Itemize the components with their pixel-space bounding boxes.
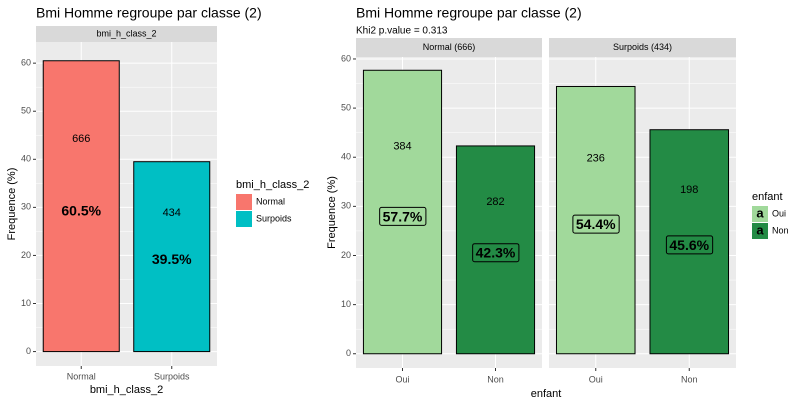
y-tick-label: 0 xyxy=(346,348,351,358)
legend-key xyxy=(236,211,252,227)
strip-label: Surpoids (434) xyxy=(613,42,672,52)
legend-label: Normal xyxy=(256,196,285,206)
y-tick-label: 60 xyxy=(21,58,31,68)
legend-label: Non xyxy=(772,225,789,235)
percent-label: 45.6% xyxy=(669,237,709,253)
bar xyxy=(133,161,211,353)
x-tick-label: Surpoids xyxy=(154,371,190,381)
y-tick-label: 30 xyxy=(341,201,351,211)
y-axis-title: Frequence (%) xyxy=(6,168,18,241)
percent-label: 42.3% xyxy=(476,245,516,261)
y-tick-label: 50 xyxy=(341,102,351,112)
label-box xyxy=(665,235,714,255)
legend-key xyxy=(236,194,252,210)
percent-label: 54.4% xyxy=(576,216,616,232)
count-label: 198 xyxy=(680,184,698,196)
chart-title: Bmi Homme regroupe par classe (2) xyxy=(36,5,262,21)
y-tick-label: 20 xyxy=(21,250,31,260)
strip xyxy=(356,38,542,57)
legend-key-glyph: a xyxy=(756,205,764,220)
percent-label: 57.7% xyxy=(383,208,423,224)
y-tick-label: 40 xyxy=(341,152,351,162)
count-label: 434 xyxy=(163,207,181,219)
legend-key-glyph: a xyxy=(756,222,764,237)
x-tick-label: Oui xyxy=(395,374,409,384)
legend-label: Oui xyxy=(772,208,786,218)
y-tick-label: 40 xyxy=(21,154,31,164)
x-tick-label: Oui xyxy=(589,374,603,384)
percent-label: 60.5% xyxy=(61,203,101,219)
bar xyxy=(555,85,636,355)
x-tick-label: Normal xyxy=(67,371,96,381)
legend-title: enfant xyxy=(752,191,783,203)
chart-title: Bmi Homme regroupe par classe (2) xyxy=(356,5,582,21)
x-axis-title: enfant xyxy=(531,388,562,400)
y-tick-label: 10 xyxy=(21,298,31,308)
y-tick-label: 0 xyxy=(26,346,31,356)
strip xyxy=(549,38,736,57)
x-tick-label: Non xyxy=(681,374,698,384)
bar xyxy=(42,60,120,353)
bar xyxy=(362,69,443,355)
y-tick-label: 10 xyxy=(341,299,351,309)
y-tick-label: 20 xyxy=(341,250,351,260)
bar xyxy=(455,145,536,355)
count-label: 236 xyxy=(587,153,605,165)
percent-label: 39.5% xyxy=(152,251,192,267)
legend-label: Surpoids xyxy=(256,213,292,223)
label-box xyxy=(472,243,520,263)
count-label: 384 xyxy=(393,141,411,153)
label-box xyxy=(379,206,427,226)
y-axis-title: Frequence (%) xyxy=(326,176,338,249)
x-tick-label: Non xyxy=(487,374,504,384)
strip xyxy=(36,26,217,42)
chart-subtitle: Khi2 p.value = 0.313 xyxy=(356,26,448,37)
count-label: 282 xyxy=(486,196,504,208)
label-box xyxy=(572,214,620,234)
y-tick-label: 50 xyxy=(21,106,31,116)
legend-title: bmi_h_class_2 xyxy=(236,179,309,191)
strip-label: Normal (666) xyxy=(423,42,476,52)
bar xyxy=(649,129,730,355)
strip-label: bmi_h_class_2 xyxy=(96,28,156,38)
count-label: 666 xyxy=(72,133,90,145)
y-tick-label: 60 xyxy=(341,53,351,63)
y-tick-label: 30 xyxy=(21,202,31,212)
legend-key xyxy=(752,206,768,222)
x-axis-title: bmi_h_class_2 xyxy=(90,384,163,396)
legend-key xyxy=(752,223,768,239)
